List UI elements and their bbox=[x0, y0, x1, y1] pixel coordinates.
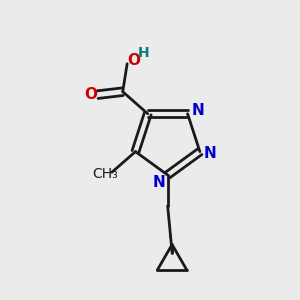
Text: N: N bbox=[191, 103, 204, 118]
Text: CH₃: CH₃ bbox=[93, 167, 118, 181]
Text: N: N bbox=[152, 175, 165, 190]
Text: N: N bbox=[204, 146, 217, 160]
Text: O: O bbox=[84, 87, 97, 102]
Text: O: O bbox=[127, 53, 140, 68]
Text: H: H bbox=[137, 46, 149, 59]
